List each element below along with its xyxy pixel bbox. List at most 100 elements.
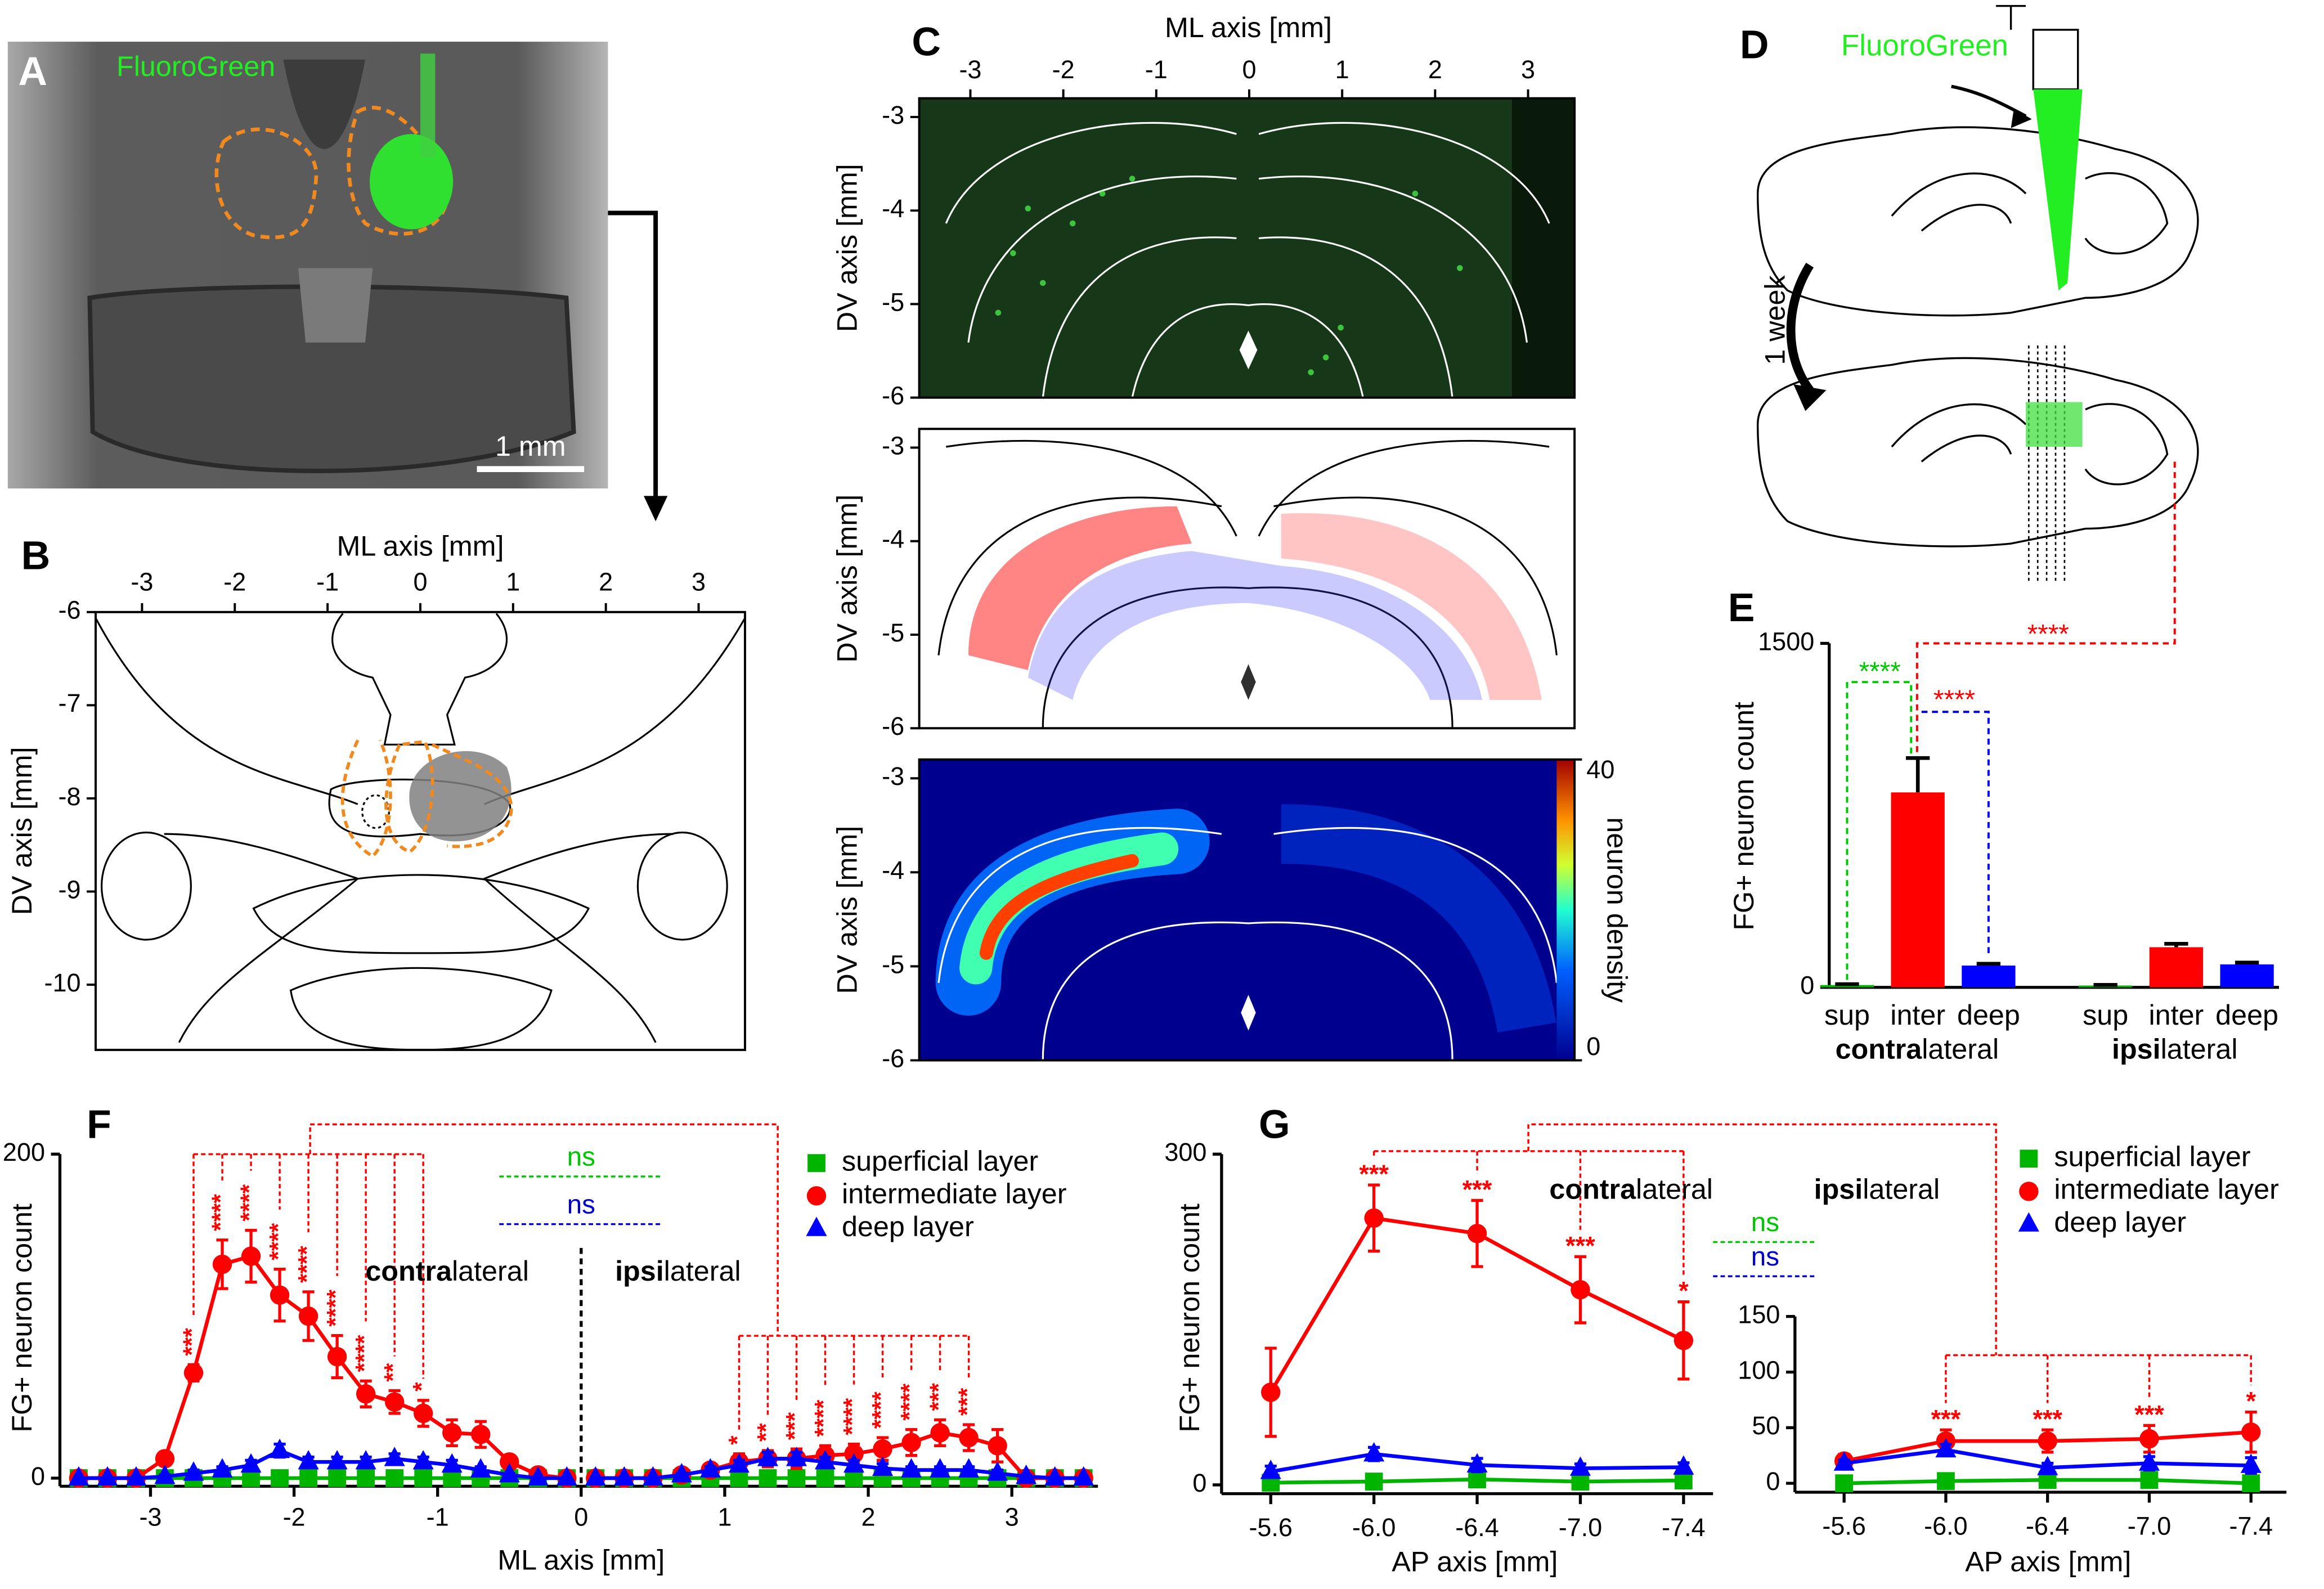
y-tick-label: -5 xyxy=(882,618,904,647)
panel-c-density-part-part xyxy=(937,827,1558,983)
y-tick-label: 200 xyxy=(3,1138,45,1166)
panel-c-fluorescence xyxy=(919,98,1575,398)
panel-c-fluorescence-part-part xyxy=(1338,324,1344,331)
panel-letter: E xyxy=(1728,585,1755,630)
panel-b-injection xyxy=(340,739,513,859)
panel-d-schematic-part xyxy=(2028,345,2066,584)
image-frame xyxy=(918,428,1576,730)
significance-label: * xyxy=(724,1435,751,1445)
panel-c-fluorescence-part-part xyxy=(995,309,1002,316)
legend-label: intermediate layer xyxy=(842,1178,1067,1210)
significance-label: *** xyxy=(1462,1175,1492,1204)
x-tick-label: -2 xyxy=(1052,55,1075,84)
panel-d-schematic-part xyxy=(1756,357,2199,547)
legend-marker xyxy=(2018,1212,2039,1232)
data-point xyxy=(97,1466,118,1486)
y-tick-label: -5 xyxy=(882,288,904,316)
significance-label: **** xyxy=(810,1399,837,1437)
x-axis-label: ML axis [mm] xyxy=(1165,11,1332,43)
data-point xyxy=(1571,1280,1590,1300)
y-tick-label: -6 xyxy=(882,1044,904,1072)
bar xyxy=(2220,964,2274,987)
interval-label: 1 week xyxy=(1758,275,1791,365)
panel-letter: C xyxy=(912,19,941,64)
data-point xyxy=(1073,1466,1094,1486)
panel-d-tracer-part xyxy=(1793,384,1827,411)
data-point xyxy=(154,1464,176,1484)
y-tick-label: 1500 xyxy=(1758,627,1814,656)
x-axis-label: AP axis [mm] xyxy=(1392,1545,1558,1577)
data-point xyxy=(787,1469,806,1487)
panel-c-density-part xyxy=(937,827,1558,1061)
plain-part: lateral xyxy=(1922,1033,1999,1065)
y-tick-label: 100 xyxy=(1738,1355,1780,1384)
region-label: ipsilateral xyxy=(615,1255,741,1287)
data-point xyxy=(1937,1472,1955,1491)
y-tick-label: -9 xyxy=(59,875,81,904)
panel-letter: F xyxy=(87,1102,111,1147)
panel-a-photo-part xyxy=(298,268,373,343)
region-label: contralateral xyxy=(365,1255,529,1287)
y-axis-label: FG+ neuron count xyxy=(1173,1204,1205,1433)
significance-label: **** xyxy=(1933,685,1975,715)
panel-c-fluorescence-part-part xyxy=(967,176,1528,343)
significance-brackets-part xyxy=(1846,681,1913,980)
region-label: ipsilateral xyxy=(1814,1173,1940,1205)
legend-label: intermediate layer xyxy=(2054,1173,2279,1205)
data-point xyxy=(442,1423,462,1443)
significance-label: *** xyxy=(925,1383,952,1411)
data-point xyxy=(471,1425,491,1444)
bold-part: ipsi xyxy=(1814,1173,1863,1205)
x-tick-label: deep xyxy=(2215,999,2278,1031)
data-point xyxy=(959,1428,979,1448)
legend-label: deep layer xyxy=(842,1210,974,1242)
group-label: ipsilateral xyxy=(2112,1033,2238,1065)
data-point xyxy=(1674,1331,1694,1350)
data-point xyxy=(814,1450,836,1470)
panel-letter: A xyxy=(18,49,47,94)
panel-c-density-part xyxy=(1556,759,1575,1061)
data-point xyxy=(873,1439,892,1459)
plain-part: lateral xyxy=(452,1255,529,1287)
panel-b-schematic-part xyxy=(328,778,512,838)
error-bar xyxy=(1906,756,1930,793)
data-point xyxy=(901,1458,922,1478)
panel-c-fluorescence-part xyxy=(995,176,1463,375)
data-point xyxy=(299,1469,317,1487)
colorbar-tick-label: 40 xyxy=(1586,755,1614,784)
data-point xyxy=(499,1463,520,1483)
significance-label: **** xyxy=(351,1335,377,1372)
data-point xyxy=(1365,1473,1383,1491)
panel-c-scatter-part xyxy=(1028,551,1483,700)
significance-label: ** xyxy=(753,1423,779,1442)
data-point xyxy=(843,1453,865,1473)
significance-label: **** xyxy=(2027,620,2069,649)
x-tick-label: 0 xyxy=(574,1502,588,1531)
x-tick-label: 3 xyxy=(1521,55,1535,84)
significance-label: *** xyxy=(782,1412,808,1440)
x-tick-label: -6.4 xyxy=(2026,1511,2070,1540)
bar xyxy=(2149,947,2204,987)
x-tick-label: 1 xyxy=(717,1502,732,1531)
data-point xyxy=(642,1466,663,1486)
significance-label: **** xyxy=(839,1398,865,1435)
panel-d-schematic-part xyxy=(1996,5,2079,91)
x-tick-label: -5.6 xyxy=(1249,1513,1293,1542)
panel-c-density-part xyxy=(1281,804,1556,1033)
data-point xyxy=(1835,1474,1854,1493)
y-axis-label: DV axis [mm] xyxy=(831,495,863,663)
data-point xyxy=(1673,1455,1694,1475)
significance-label: **** xyxy=(236,1184,262,1221)
data-point xyxy=(2038,1431,2057,1451)
x-tick-label: -2 xyxy=(283,1502,306,1531)
panel-d-tracer-part xyxy=(2011,109,2032,128)
data-point xyxy=(699,1458,721,1478)
significance-label: * xyxy=(1679,1277,1689,1305)
panel-d-schematic-part xyxy=(1786,262,1814,393)
series-line xyxy=(595,1430,1084,1480)
x-tick-label: 2 xyxy=(599,567,613,596)
data-point xyxy=(2140,1471,2159,1489)
data-point xyxy=(786,1447,807,1466)
